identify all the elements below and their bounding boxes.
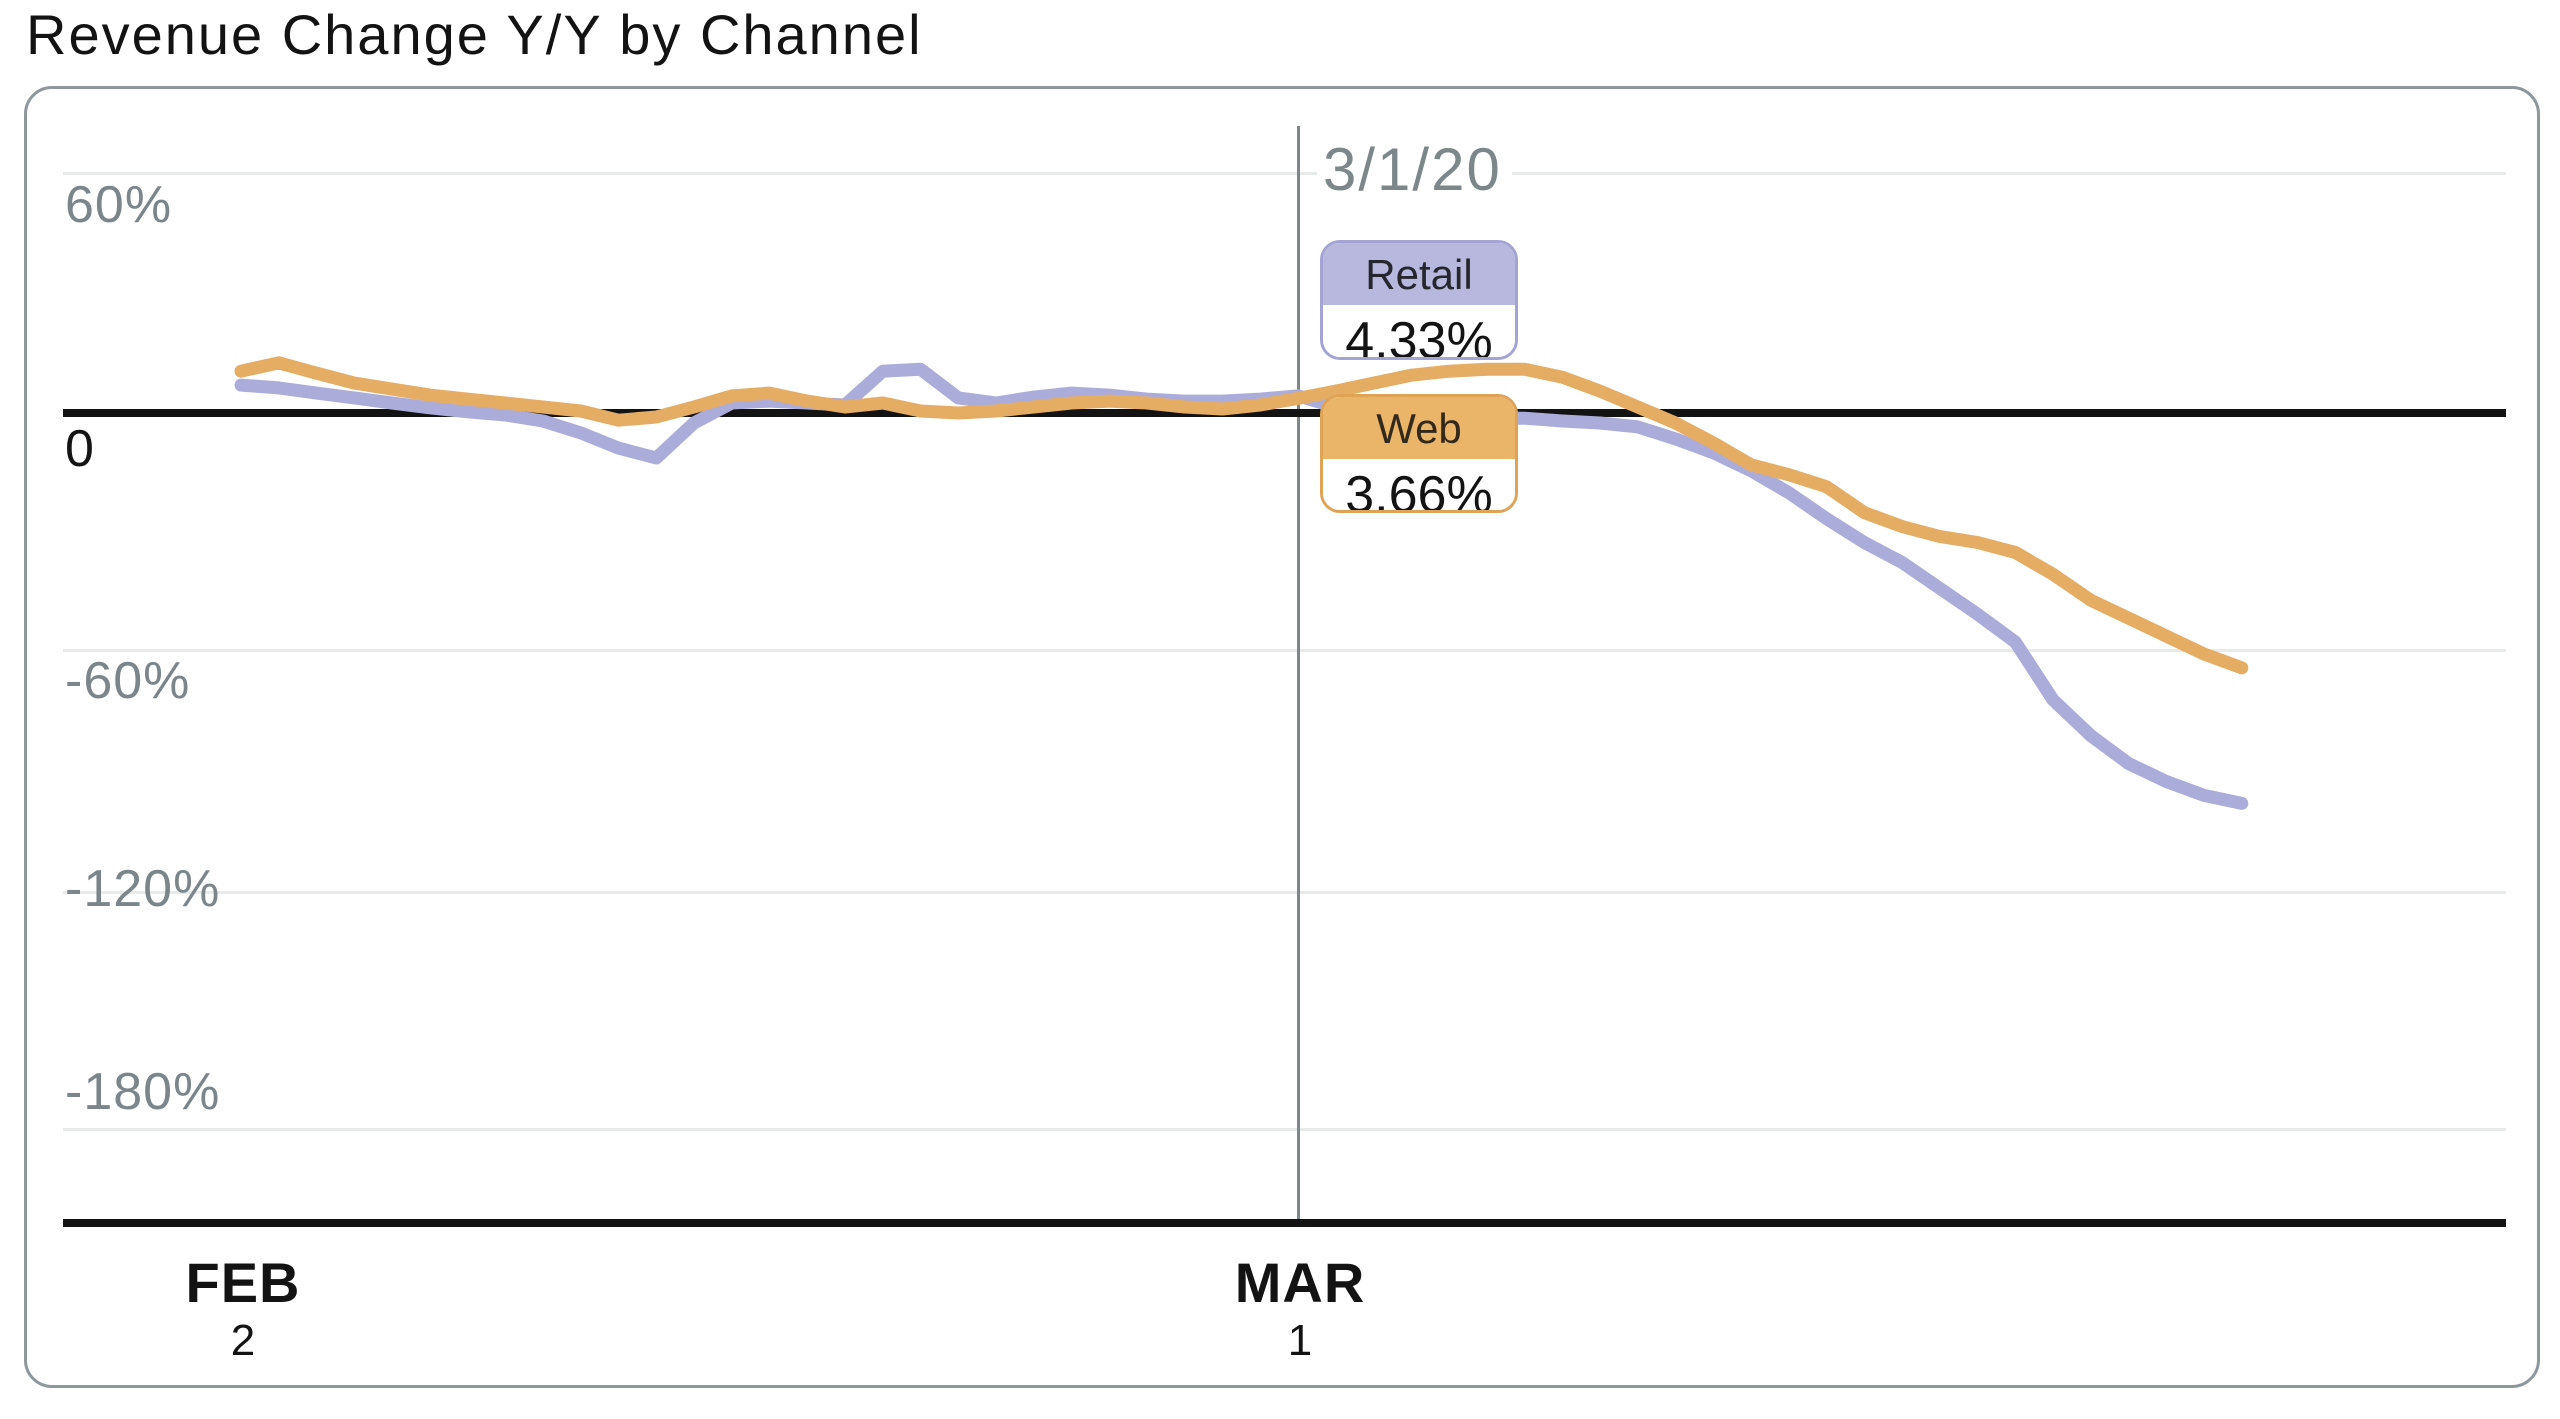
chart-plot-area[interactable] xyxy=(3,3,2560,1419)
gridline-60pct xyxy=(63,172,2506,175)
x-tick-feb-month: FEB xyxy=(185,1251,301,1314)
y-tick-neg120: -120% xyxy=(65,860,221,918)
y-tick-neg60: -60% xyxy=(65,652,191,710)
web-tooltip-value: 3.66% xyxy=(1323,459,1515,510)
gridline-neg120pct xyxy=(63,891,2506,894)
date-marker-line xyxy=(1297,126,1300,1223)
retail-tooltip-value: 4.33% xyxy=(1323,305,1515,357)
gridline-neg60pct xyxy=(63,649,2506,652)
x-tick-feb: FEB 2 xyxy=(186,1255,301,1363)
y-tick-60: 60% xyxy=(65,176,173,234)
y-tick-neg180: -180% xyxy=(65,1063,221,1121)
retail-tooltip-series-label: Retail xyxy=(1323,243,1515,305)
x-axis-line xyxy=(63,1219,2506,1227)
chart-title: Revenue Change Y/Y by Channel xyxy=(26,3,923,66)
web-tooltip-series-label: Web xyxy=(1323,397,1515,459)
y-tick-0: 0 xyxy=(65,420,95,478)
gridline-neg180pct xyxy=(63,1128,2506,1131)
zero-baseline xyxy=(63,409,2506,417)
retail-tooltip: Retail 4.33% xyxy=(1320,240,1518,360)
chart-card: 60% 0 -60% -120% -180% 3/1/20 Retail 4.3… xyxy=(24,86,2540,1388)
x-tick-mar: MAR 1 xyxy=(1235,1255,1366,1363)
retail-line-series xyxy=(234,362,2249,810)
date-annotation-label: 3/1/20 xyxy=(1317,133,1512,210)
x-tick-feb-day: 2 xyxy=(230,1316,256,1365)
x-tick-mar-day: 1 xyxy=(1287,1316,1313,1365)
web-tooltip: Web 3.66% xyxy=(1320,394,1518,513)
x-tick-mar-month: MAR xyxy=(1234,1251,1366,1314)
